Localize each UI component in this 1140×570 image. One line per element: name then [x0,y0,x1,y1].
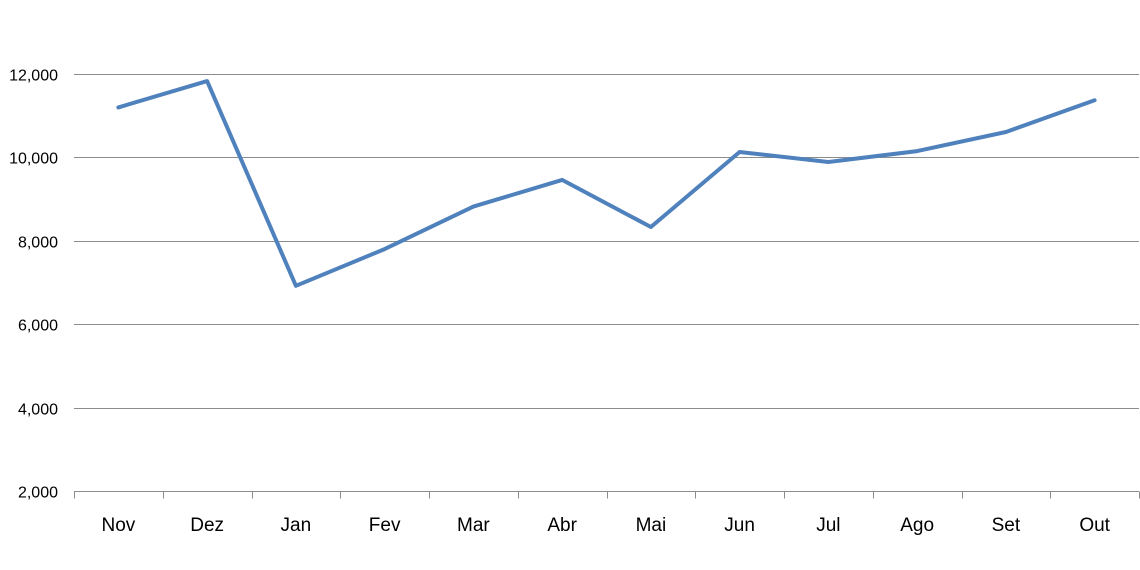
data-point-out [1093,98,1097,102]
x-tick-label-jun: Jun [724,515,755,536]
x-tick-label-set: Set [992,515,1021,536]
data-point-fev [383,247,387,251]
x-tick-label-out: Out [1079,515,1110,536]
y-tick-label: 6,000 [18,318,58,335]
x-tick-label-nov: Nov [101,515,135,536]
data-point-nov [116,105,120,109]
series-line-0 [116,79,1097,288]
x-tick-label-abr: Abr [547,515,577,536]
x-tick-label-jan: Jan [281,515,312,536]
x-tick-label-mar: Mar [457,515,490,536]
y-tick-label: 12,000 [9,68,58,85]
data-point-jul [826,160,830,164]
data-point-ago [915,149,919,153]
x-tick-label-ago: Ago [900,515,934,536]
x-tick-label-mai: Mai [636,515,667,536]
data-point-mai [649,225,653,229]
data-point-jan [294,284,298,288]
data-point-set [1004,130,1008,134]
x-tick-label-dez: Dez [190,515,224,536]
data-point-mar [471,205,475,209]
y-tick-label: 8,000 [18,235,58,252]
y-tick-label: 10,000 [9,151,58,168]
y-tick-label: 4,000 [18,402,58,419]
x-axis [74,491,1140,499]
x-tick-label-fev: Fev [369,515,401,536]
y-tick-label: 2,000 [18,485,58,502]
data-point-jun [738,150,742,154]
data-point-dez [205,79,209,83]
y-axis-tick-labels: 2,000 4,000 6,000 8,000 10,000 12,000 [9,68,58,502]
series-group [116,79,1097,288]
x-axis-tick-labels: Nov Dez Jan Fev Mar Abr Mai Jun Jul Ago Set Out [101,515,1110,536]
x-tick-label-jul: Jul [816,515,840,536]
gridlines [74,74,1139,409]
data-point-abr [560,178,564,182]
